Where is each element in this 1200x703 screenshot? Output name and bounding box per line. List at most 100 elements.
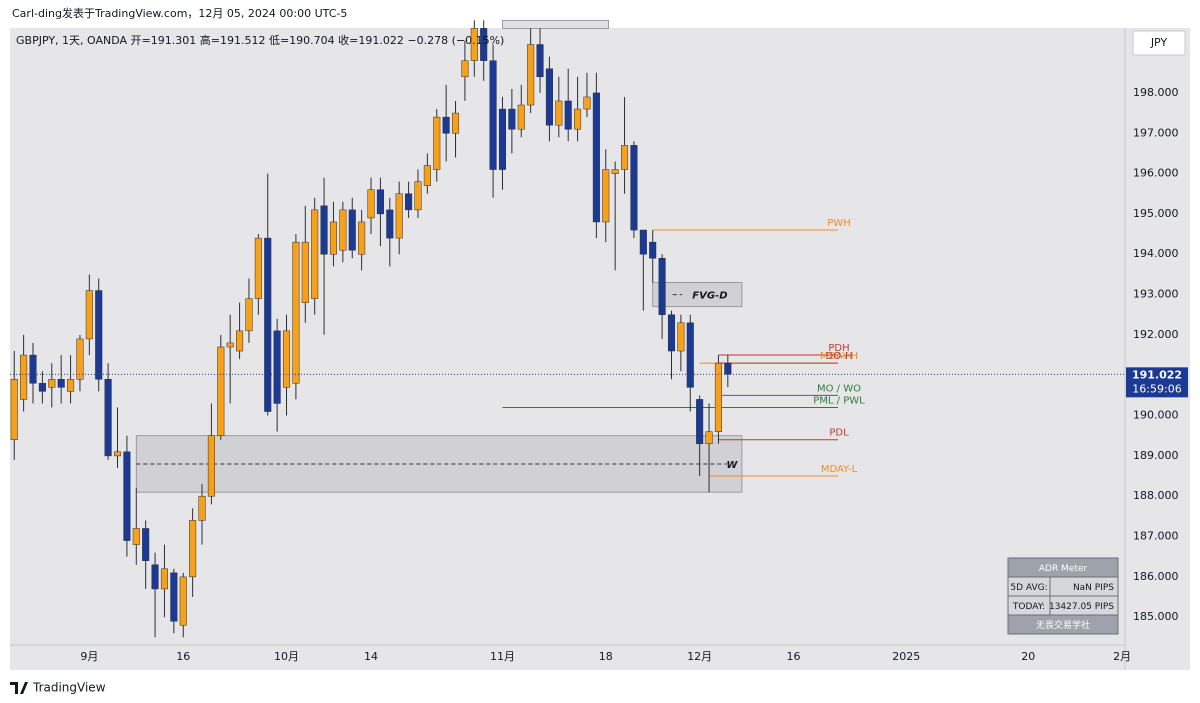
y-tick-label: 192.000 (1133, 328, 1179, 341)
candle-body (480, 28, 488, 61)
candle-body (527, 44, 535, 106)
candle-body (301, 241, 309, 303)
x-tick-label: 18 (599, 650, 613, 663)
adr-value: 13427.05 PIPS (1049, 602, 1114, 612)
candle-body (123, 451, 131, 541)
y-tick-label: 185.000 (1133, 610, 1179, 623)
candle-body (226, 342, 234, 348)
last-price-box (1126, 367, 1188, 398)
countdown: 16:59:06 (1132, 382, 1181, 395)
adr-label: TODAY: (1012, 602, 1045, 612)
candle-body (395, 193, 403, 239)
zone (652, 282, 743, 308)
candle-body (630, 145, 638, 231)
symbol-line: GBPJPY, 1天, OANDA 开=191.301 高=191.512 低=… (16, 33, 504, 47)
currency[interactable]: JPY (1150, 36, 1168, 49)
candle-body (85, 290, 93, 340)
candle-body (433, 116, 441, 170)
candle-body (639, 229, 647, 255)
x-tick-label: 9月 (80, 650, 98, 663)
candle-body (339, 209, 347, 251)
candle-body (142, 528, 150, 561)
candle-body (254, 237, 262, 299)
y-tick-label: 189.000 (1133, 449, 1179, 462)
level-label: PWH (827, 218, 850, 229)
x-tick-label: 16 (787, 650, 801, 663)
candle-body (67, 379, 75, 392)
adr-label: 5D AVG: (1010, 583, 1047, 593)
adr-value: NaN PIPS (1073, 583, 1114, 593)
adr-title: ADR Meter (1039, 564, 1088, 574)
x-tick-label: 11月 (490, 650, 515, 663)
candle-body (621, 145, 629, 170)
candle-body (470, 28, 478, 61)
candle-body (536, 44, 544, 78)
candle-body (160, 568, 168, 590)
chart-background (10, 28, 1190, 670)
candle-body (198, 495, 206, 521)
level-label: DO-H (826, 351, 853, 362)
brand: TradingView (32, 681, 106, 695)
candle-body (724, 362, 732, 375)
candle-body (104, 379, 112, 457)
candle-body (667, 314, 676, 352)
candle-body (442, 116, 450, 134)
candle-body (10, 379, 18, 440)
x-tick-label: 2025 (892, 650, 920, 663)
level-label: MO / WO (817, 383, 861, 394)
candle-body (489, 60, 497, 170)
x-tick-label: 14 (364, 650, 378, 663)
candle-body (451, 112, 460, 134)
zone-label: FVG-D (692, 291, 727, 302)
x-tick-label: 16 (176, 650, 190, 663)
candle-body (311, 209, 319, 299)
x-tick-label: 10月 (274, 650, 299, 663)
y-tick-label: 188.000 (1133, 489, 1179, 502)
zone-label: W (726, 460, 738, 471)
candle-body (592, 92, 600, 223)
y-tick-label: 186.000 (1133, 570, 1179, 583)
level-label: PDL (829, 428, 849, 439)
y-tick-label: 197.000 (1133, 126, 1179, 139)
last-price-label: 191.022 (1132, 368, 1182, 381)
currency-box[interactable] (1132, 30, 1186, 56)
candle-body (367, 189, 375, 219)
candle-body (574, 108, 582, 130)
candle-body (677, 322, 685, 352)
candle-body (602, 169, 610, 223)
candle-body (20, 354, 28, 400)
candle-body (207, 435, 215, 497)
candle-body (658, 258, 666, 315)
x-tick-label: 20 (1021, 650, 1035, 663)
candle-body (113, 451, 122, 457)
level-label: PML / PWL (813, 395, 865, 406)
author-line: Carl-ding发表于TradingView.com，12月 05, 2024… (12, 6, 347, 20)
candle-body (545, 68, 553, 126)
candle-body (498, 108, 507, 170)
candle-body (170, 572, 178, 622)
candle-body (649, 241, 657, 259)
candle-body (414, 181, 422, 211)
candle-body (282, 330, 291, 388)
y-tick-label: 194.000 (1133, 247, 1179, 260)
candle-body (611, 169, 619, 174)
y-tick-label: 193.000 (1133, 288, 1179, 301)
candle-body (386, 209, 394, 239)
candle-body (236, 330, 244, 352)
candle-body (38, 383, 46, 392)
candle-body (714, 362, 722, 432)
candle-body (95, 290, 103, 380)
adr-footer: 无畏交易学社 (1036, 619, 1090, 631)
x-tick-label: 12月 (687, 650, 712, 663)
candle-body (508, 108, 516, 130)
candle-body (292, 241, 300, 384)
candle-body (151, 564, 159, 590)
candle-body (179, 576, 187, 626)
y-tick-label: 198.000 (1133, 86, 1179, 99)
candle-body (217, 346, 225, 436)
y-tick-label: 195.000 (1133, 207, 1179, 220)
candle-body (583, 96, 591, 110)
candle-body (273, 330, 281, 404)
candle-body (76, 338, 84, 380)
candle-body (696, 399, 704, 445)
